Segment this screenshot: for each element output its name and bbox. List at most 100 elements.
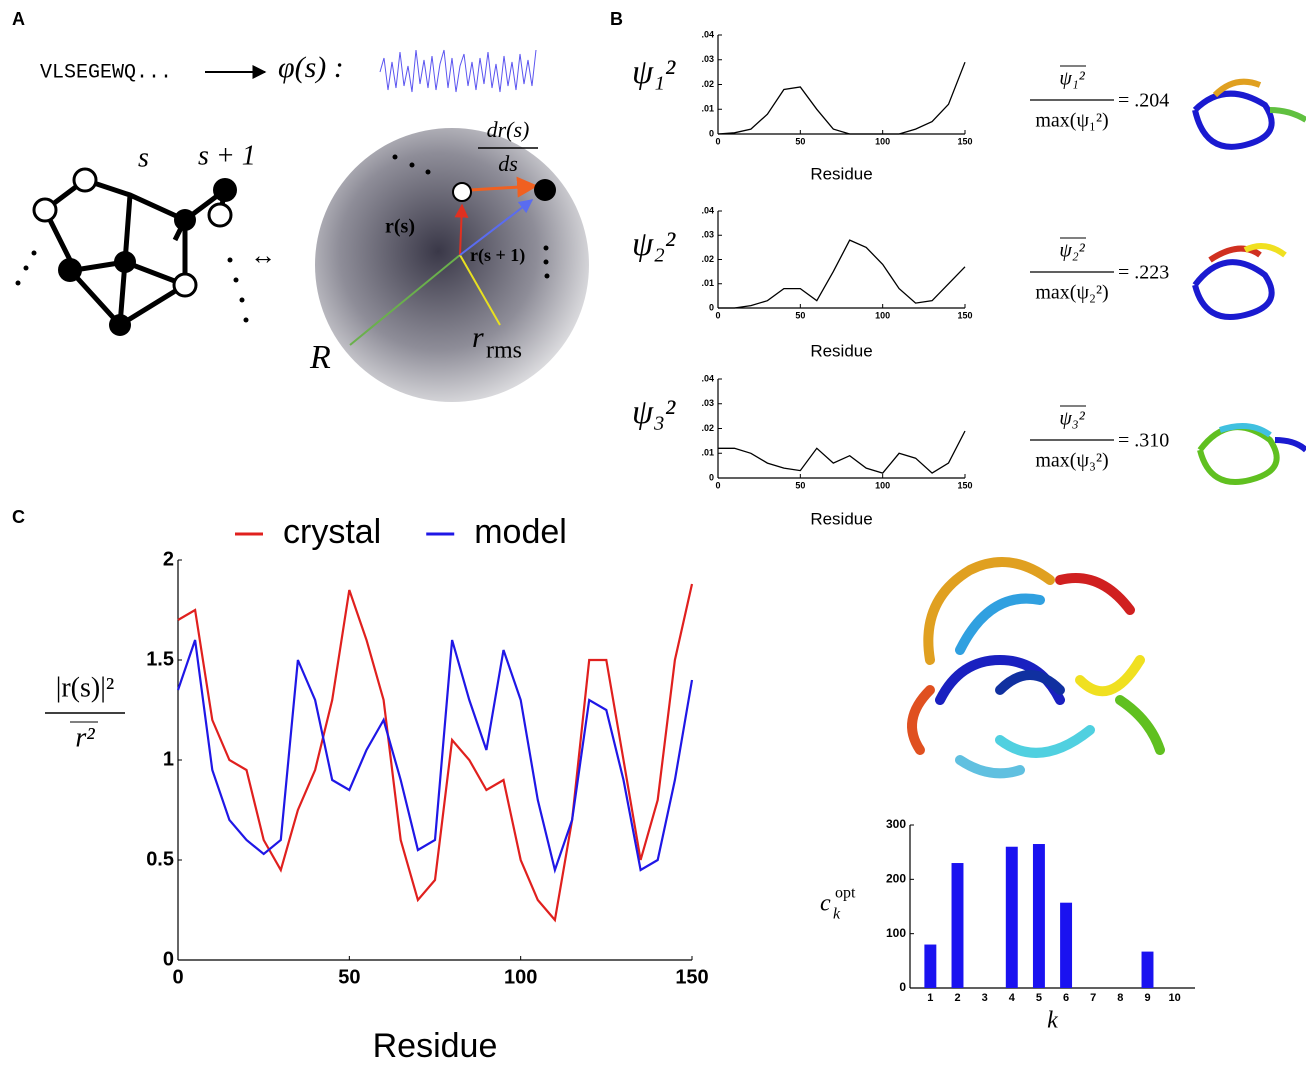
x-tick-label: 4 <box>1009 992 1016 1004</box>
y-axis-label-sup: opt <box>835 885 856 902</box>
x-tick-label: 100 <box>875 310 890 320</box>
r-next-label: r(s + 1) <box>470 245 525 266</box>
x-tick-label: 0 <box>715 480 720 490</box>
x-tick-label: 0 <box>715 136 720 146</box>
rms-sub: rms <box>486 338 522 364</box>
x-tick-label: 6 <box>1063 992 1069 1004</box>
bar <box>1033 844 1045 988</box>
y-axis-label: |r(s)|² <box>56 672 114 703</box>
x-tick-label: 100 <box>875 136 890 146</box>
x-tick-label: 8 <box>1117 992 1123 1004</box>
x-tick-label: 150 <box>957 480 972 490</box>
psi-label: ψ₃² <box>632 394 676 431</box>
y-tick-label: 0 <box>709 128 714 138</box>
y-tick-label: .03 <box>701 230 714 240</box>
x-tick-label: 10 <box>1169 992 1181 1004</box>
x-tick-label: 100 <box>504 966 537 988</box>
x-tick-label: 150 <box>957 310 972 320</box>
x-axis-label: Residue <box>373 1027 498 1065</box>
y-tick-label: .04 <box>701 29 714 39</box>
chain-links <box>45 180 225 325</box>
x-tick-label: 0 <box>715 310 720 320</box>
ratio-numerator: ψ₁² <box>1059 68 1085 90</box>
s-label: s <box>138 142 149 173</box>
y-tick-label: .02 <box>701 79 714 89</box>
bar <box>924 945 936 988</box>
y-tick-label: .01 <box>701 278 714 288</box>
legend-label: model <box>474 513 567 551</box>
x-tick-label: 50 <box>795 480 805 490</box>
x-tick-label: 5 <box>1036 992 1042 1004</box>
x-axis-label: Residue <box>810 164 872 183</box>
y-tick-label: .03 <box>701 398 714 408</box>
ratio-denominator: max(ψ₁²) <box>1035 110 1108 132</box>
y-axis-label: r² <box>75 722 95 753</box>
x-tick-label: 50 <box>795 310 805 320</box>
y-tick-label: 100 <box>886 926 906 940</box>
x-tick-label: 150 <box>675 966 708 988</box>
y-tick-label: 200 <box>886 872 906 886</box>
panel-label: C <box>12 507 25 527</box>
figure: A B C VLSEGEWQ... φ(s) : s s + 1 ↔ <box>0 0 1306 1066</box>
y-tick-label: .02 <box>701 254 714 264</box>
sphere <box>315 128 589 402</box>
ratio-numerator: ψ₂² <box>1059 240 1085 262</box>
y-tick-label: .01 <box>701 448 714 458</box>
y-tick-label: 0 <box>709 472 714 482</box>
R-label: R <box>309 339 331 376</box>
y-tick-label: 300 <box>886 817 906 831</box>
y-tick-label: 1 <box>163 748 174 770</box>
x-tick-label: 50 <box>338 966 360 988</box>
line <box>718 431 965 473</box>
y-axis-label-sub: k <box>833 906 841 923</box>
y-tick-label: 0 <box>899 980 906 994</box>
line <box>718 62 965 134</box>
y-tick-label: .04 <box>701 205 714 215</box>
x-tick-label: 2 <box>954 992 960 1004</box>
protein-large <box>912 562 1160 773</box>
panel-a: VLSEGEWQ... φ(s) : s s + 1 ↔ <box>16 50 590 402</box>
x-axis-label: k <box>1047 1008 1058 1034</box>
y-tick-label: 0.5 <box>146 848 174 870</box>
protein-small <box>1195 82 1306 482</box>
bar <box>952 863 964 988</box>
y-tick-label: .03 <box>701 54 714 64</box>
ratio-value: = .204 <box>1118 90 1169 112</box>
x-tick-label: 50 <box>795 136 805 146</box>
sequence-signal <box>380 50 536 92</box>
x-tick-label: 150 <box>957 136 972 146</box>
line <box>178 584 692 920</box>
dr-numerator: dr(s) <box>487 117 530 142</box>
x-axis-label: Residue <box>810 341 872 360</box>
legend-label: crystal <box>283 513 381 551</box>
y-tick-label: 1.5 <box>146 648 174 670</box>
ratio-value: = .223 <box>1118 262 1169 284</box>
bar <box>1142 952 1154 988</box>
ratio-denominator: max(ψ₂²) <box>1035 282 1108 304</box>
y-tick-label: .01 <box>701 104 714 114</box>
line <box>178 640 692 870</box>
y-axis-label: c <box>820 891 831 917</box>
y-tick-label: .04 <box>701 373 714 383</box>
bar <box>1006 847 1018 988</box>
bar <box>1060 903 1072 988</box>
y-tick-label: 2 <box>163 548 174 570</box>
x-tick-label: 1 <box>927 992 933 1004</box>
x-tick-label: 7 <box>1090 992 1096 1004</box>
s-next-label: s + 1 <box>198 140 256 171</box>
x-tick-label: 9 <box>1144 992 1150 1004</box>
x-tick-label: 100 <box>875 480 890 490</box>
line <box>718 240 965 308</box>
panel-label: B <box>610 9 623 29</box>
psi-label: ψ₂² <box>632 226 676 263</box>
x-tick-label: 0 <box>172 966 183 988</box>
r-label: r(s) <box>385 216 415 238</box>
sequence: VLSEGEWQ... <box>40 61 172 84</box>
panel-label: A <box>12 9 25 29</box>
y-tick-label: .02 <box>701 423 714 433</box>
rms-label: r <box>472 321 484 354</box>
psi-label: ψ₁² <box>632 54 676 91</box>
equiv: ↔ <box>250 241 276 270</box>
x-tick-label: 3 <box>982 992 988 1004</box>
y-tick-label: 0 <box>709 302 714 312</box>
